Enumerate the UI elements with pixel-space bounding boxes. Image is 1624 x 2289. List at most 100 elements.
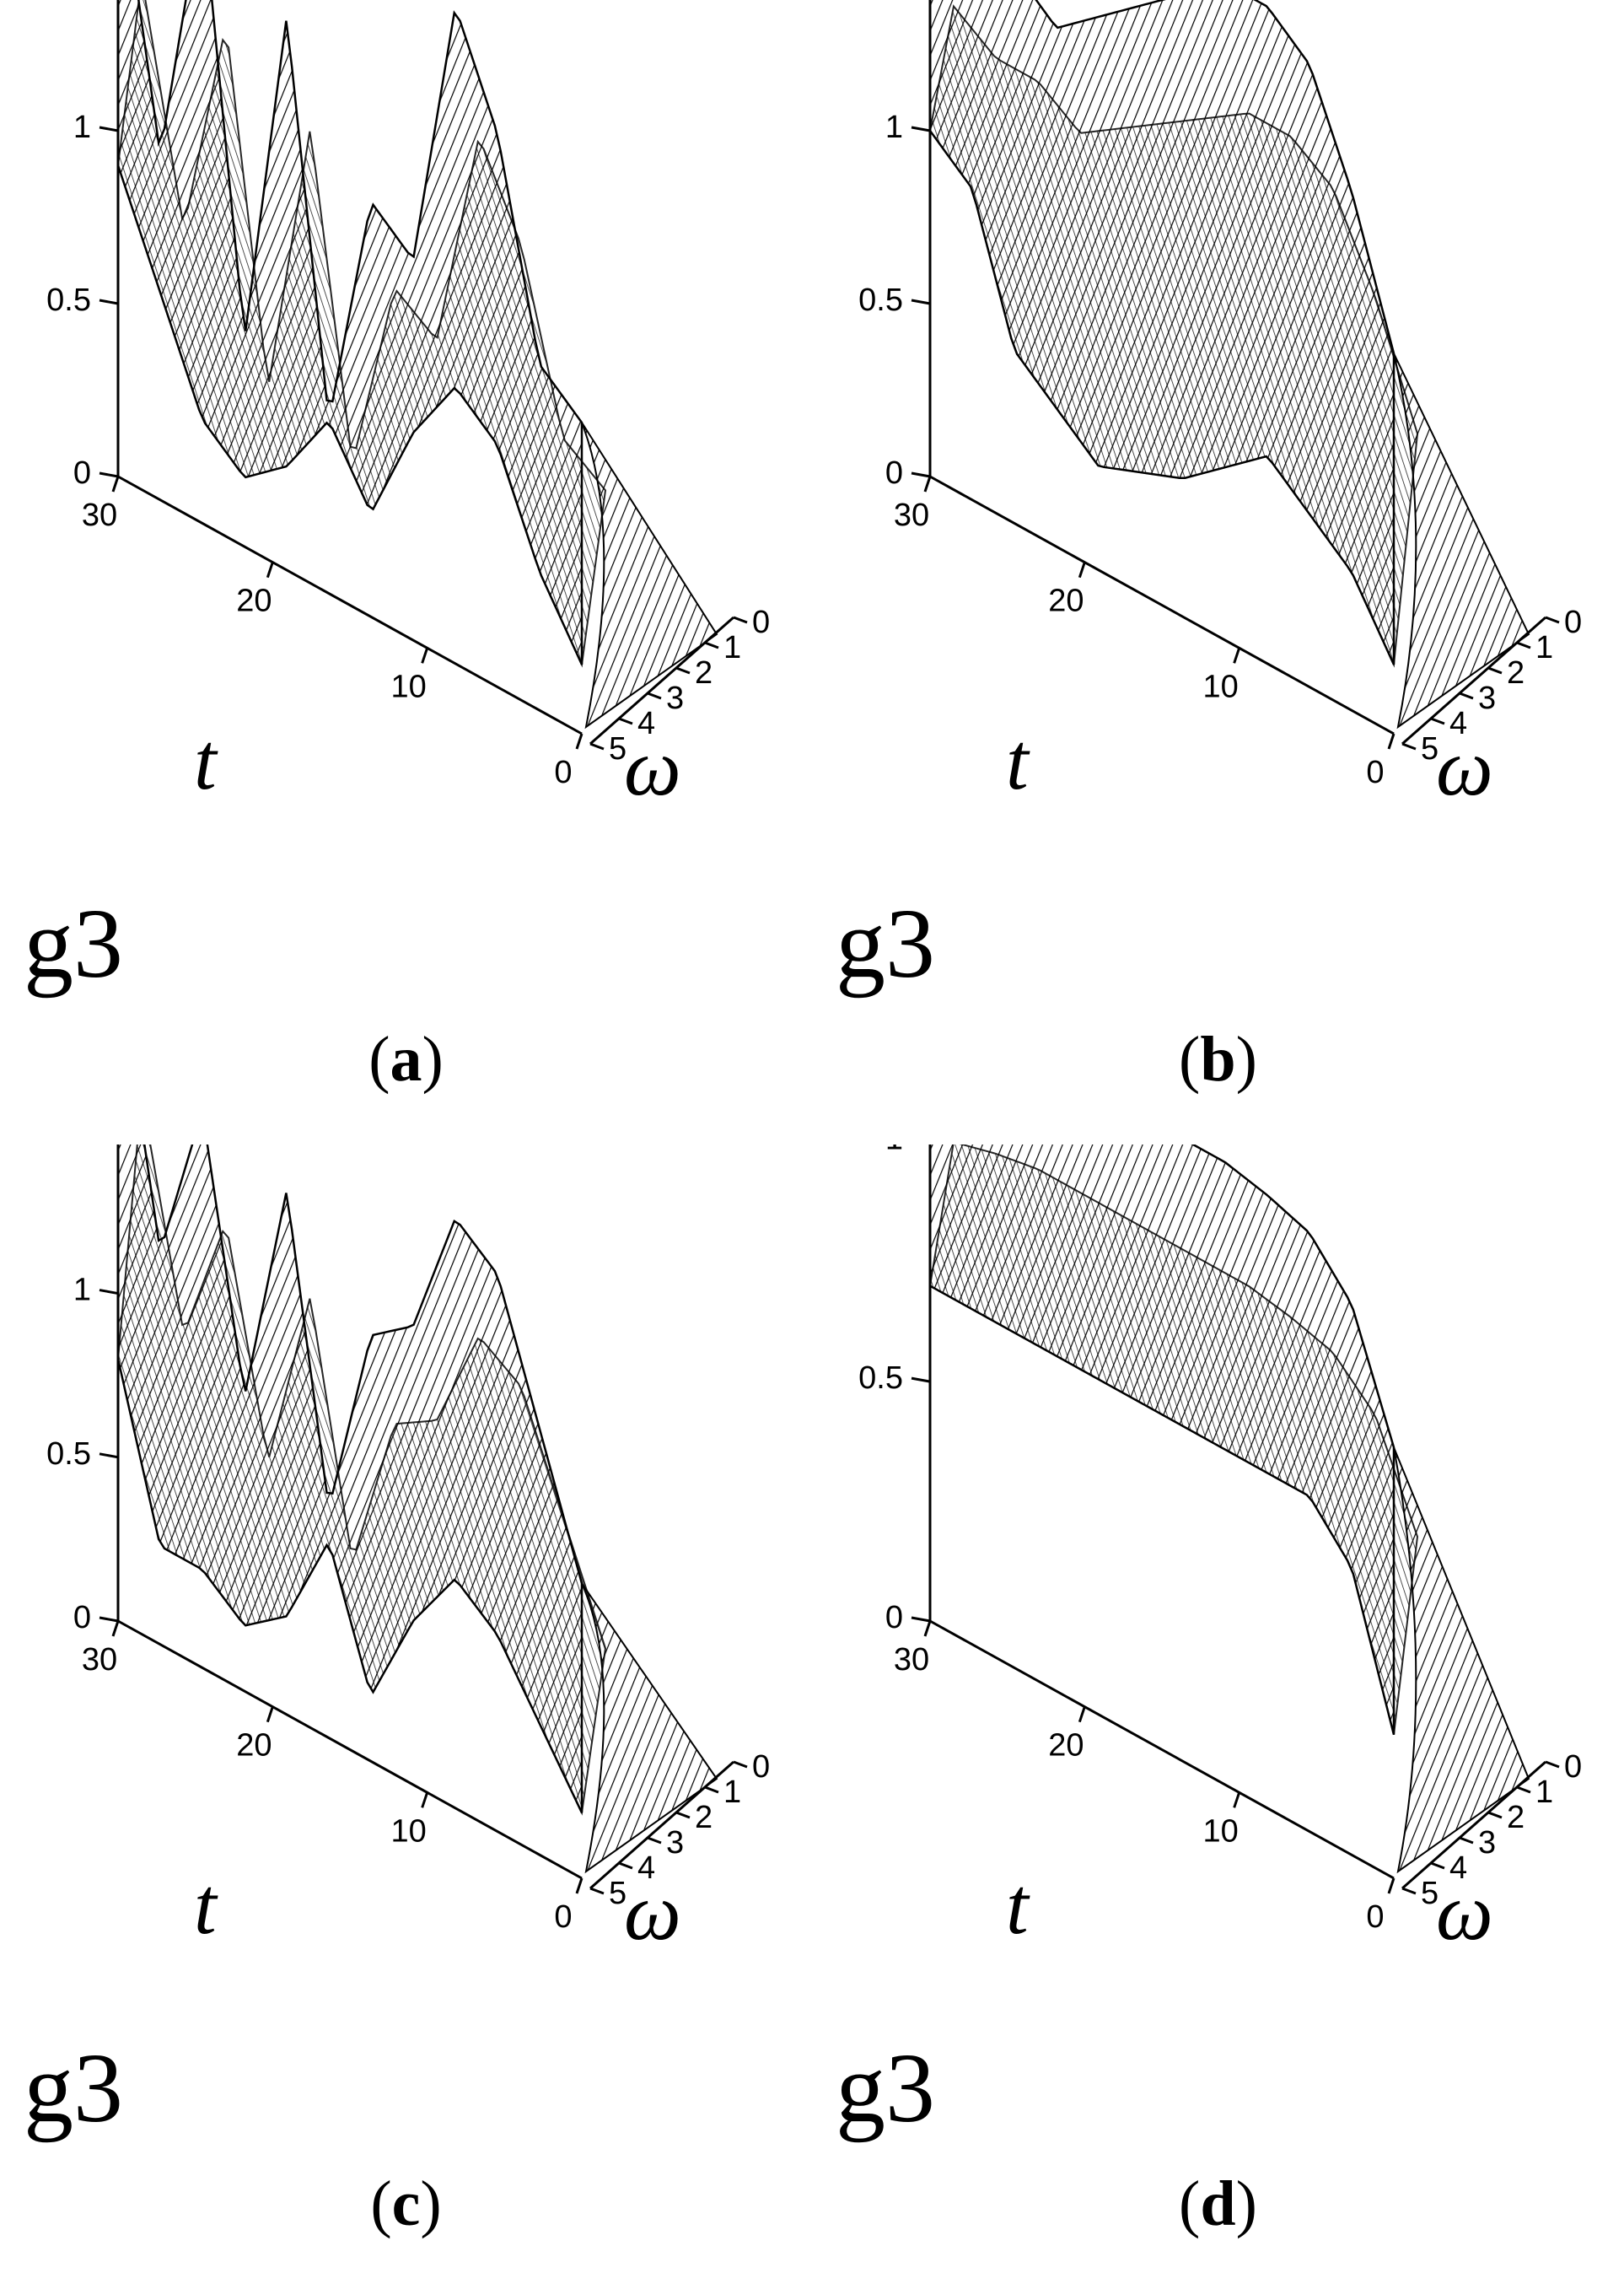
z-tick-label: 0 bbox=[73, 1600, 91, 1635]
omega-tick bbox=[589, 1887, 605, 1895]
omega-tick-label: 2 bbox=[695, 1800, 713, 1835]
t-tick bbox=[1233, 647, 1241, 664]
t-tick bbox=[575, 733, 583, 750]
surface-front-sheet bbox=[928, 1144, 1395, 1735]
panel-caption-letter: b bbox=[1200, 1024, 1236, 1095]
omega-tick bbox=[1401, 742, 1417, 751]
t-tick-label: 10 bbox=[1203, 669, 1239, 704]
z-tick bbox=[99, 1616, 119, 1623]
omega-tick bbox=[647, 1836, 662, 1845]
t-tick bbox=[1078, 562, 1086, 579]
omega-tick-label: 2 bbox=[1507, 655, 1525, 691]
omega-tick-label: 3 bbox=[666, 1825, 684, 1861]
omega-tick bbox=[1430, 717, 1445, 725]
t-tick-label: 10 bbox=[391, 669, 427, 704]
t-tick bbox=[1078, 1706, 1086, 1723]
surface-tail bbox=[1393, 353, 1530, 730]
omega-tick bbox=[1516, 641, 1531, 649]
t-tick bbox=[923, 476, 932, 493]
omega-tick-label: 2 bbox=[1507, 1800, 1525, 1835]
omega-axis-label: ω bbox=[624, 722, 681, 812]
omega-tick-label: 0 bbox=[1564, 1749, 1582, 1785]
omega-tick bbox=[733, 616, 748, 624]
omega-tick-label: 4 bbox=[1449, 706, 1467, 741]
t-tick bbox=[923, 1620, 932, 1637]
surface-tail bbox=[581, 1582, 718, 1874]
t-tick-label: 20 bbox=[1048, 584, 1084, 619]
panel-caption: (b) bbox=[1179, 1024, 1257, 1095]
surface-tail bbox=[1393, 1446, 1530, 1874]
z-tick-label: 0.5 bbox=[858, 1360, 903, 1396]
z-tick-label: 0 bbox=[885, 455, 903, 491]
t-tick-label: 20 bbox=[236, 584, 272, 619]
surface-front-sheet bbox=[928, 0, 1395, 665]
omega-tick-label: 0 bbox=[752, 605, 770, 640]
t-axis bbox=[117, 1619, 583, 1880]
z-tick bbox=[911, 299, 931, 305]
omega-tick-label: 5 bbox=[1421, 731, 1438, 767]
omega-tick-label: 4 bbox=[1449, 1850, 1467, 1886]
omega-tick-label: 2 bbox=[695, 655, 713, 691]
panel-caption: (d) bbox=[1179, 2168, 1257, 2239]
z-tick bbox=[99, 471, 119, 478]
panel-caption-letter: a bbox=[390, 1024, 422, 1095]
surface-tail bbox=[581, 422, 718, 730]
omega-tick-label: 1 bbox=[1535, 630, 1553, 665]
omega-tick bbox=[1487, 1811, 1503, 1819]
omega-tick bbox=[1516, 1785, 1531, 1794]
t-tick-label: 0 bbox=[1366, 1899, 1384, 1935]
omega-tick-label: 1 bbox=[1535, 1775, 1553, 1810]
t-axis-label: t bbox=[194, 716, 218, 806]
t-tick bbox=[575, 1877, 583, 1894]
surface-front-sheet bbox=[116, 0, 583, 665]
omega-tick bbox=[675, 1811, 691, 1819]
omega-tick bbox=[618, 1861, 633, 1870]
omega-tick bbox=[1487, 666, 1503, 675]
t-tick-label: 30 bbox=[894, 1642, 929, 1678]
t-tick-label: 30 bbox=[82, 1642, 117, 1678]
z-tick-label: 0 bbox=[885, 1600, 903, 1635]
function-label: g3 bbox=[24, 888, 123, 999]
t-tick bbox=[266, 1706, 274, 1723]
omega-tick bbox=[1401, 1887, 1417, 1895]
omega-tick-label: 1 bbox=[723, 1775, 741, 1810]
z-tick bbox=[99, 126, 119, 132]
z-tick bbox=[911, 126, 931, 132]
omega-tick-label: 3 bbox=[1478, 1825, 1496, 1861]
function-label: g3 bbox=[24, 2033, 123, 2143]
t-tick-label: 10 bbox=[391, 1813, 427, 1849]
t-axis bbox=[929, 475, 1395, 735]
t-tick bbox=[421, 1791, 429, 1808]
t-tick bbox=[1233, 1791, 1241, 1808]
omega-tick bbox=[1459, 692, 1474, 700]
z-tick bbox=[99, 1452, 119, 1459]
z-tick bbox=[99, 1289, 119, 1295]
z-tick bbox=[99, 299, 119, 305]
function-label: g3 bbox=[836, 2033, 935, 2143]
omega-tick-label: 4 bbox=[637, 1850, 655, 1886]
omega-tick-label: 5 bbox=[1421, 1876, 1438, 1911]
t-tick bbox=[111, 1620, 120, 1637]
z-tick bbox=[911, 1616, 931, 1623]
omega-tick-label: 0 bbox=[1564, 605, 1582, 640]
panel-caption-letter: c bbox=[391, 2168, 421, 2239]
t-tick-label: 10 bbox=[1203, 1813, 1239, 1849]
t-tick-label: 0 bbox=[554, 1899, 572, 1935]
omega-tick bbox=[647, 692, 662, 700]
omega-tick-label: 3 bbox=[1478, 681, 1496, 716]
z-tick bbox=[911, 471, 931, 478]
z-tick-label: 0.5 bbox=[46, 283, 91, 318]
omega-tick bbox=[704, 1785, 719, 1794]
omega-tick bbox=[733, 1760, 748, 1769]
omega-tick bbox=[618, 717, 633, 725]
z-tick-label: 1 bbox=[885, 110, 903, 145]
omega-tick bbox=[589, 742, 605, 751]
z-tick-label: 1 bbox=[73, 1273, 91, 1308]
omega-tick bbox=[1430, 1861, 1445, 1870]
t-tick-label: 20 bbox=[236, 1728, 272, 1764]
